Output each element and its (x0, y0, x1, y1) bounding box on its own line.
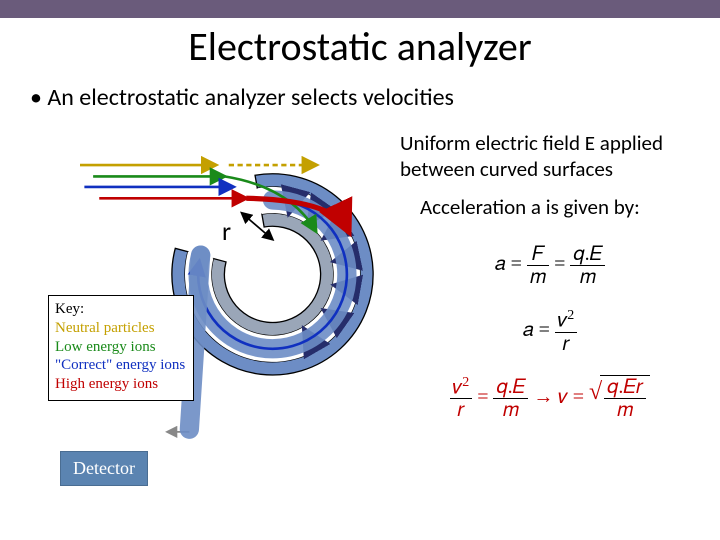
legend-neutral: Neutral particles (55, 319, 185, 338)
legend-title: Key: (55, 300, 185, 319)
header-bar (0, 0, 720, 18)
legend-low: Low energy ions (55, 338, 185, 357)
equation-2: 𝑎 = 𝑣2𝑟 (400, 308, 700, 355)
content-area: Uniform electric field E applied between… (0, 130, 720, 530)
slide-title: Electrostatic analyzer (0, 22, 720, 71)
bullet-text: • An electrostatic analyzer selects velo… (30, 83, 720, 112)
equation-3: 𝑣2𝑟 = 𝑞.𝐸𝑚 → 𝑣 = √𝑞.𝐸𝑟𝑚 (400, 375, 700, 422)
detector-box: Detector (60, 451, 148, 486)
radius-label: r (222, 215, 231, 247)
legend-high: High energy ions (55, 375, 185, 394)
acceleration-label: Acceleration a is given by: (420, 194, 700, 220)
equations-block: 𝑎 = 𝐹𝑚 = 𝑞.𝐸𝑚 𝑎 = 𝑣2𝑟 𝑣2𝑟 = 𝑞.𝐸𝑚 → 𝑣 = √… (400, 235, 700, 441)
legend-box: Key: Neutral particles Low energy ions "… (48, 295, 194, 401)
equation-1: 𝑎 = 𝐹𝑚 = 𝑞.𝐸𝑚 (400, 243, 700, 288)
legend-correct: "Correct" energy ions (55, 356, 185, 375)
field-description: Uniform electric field E applied between… (400, 130, 700, 183)
